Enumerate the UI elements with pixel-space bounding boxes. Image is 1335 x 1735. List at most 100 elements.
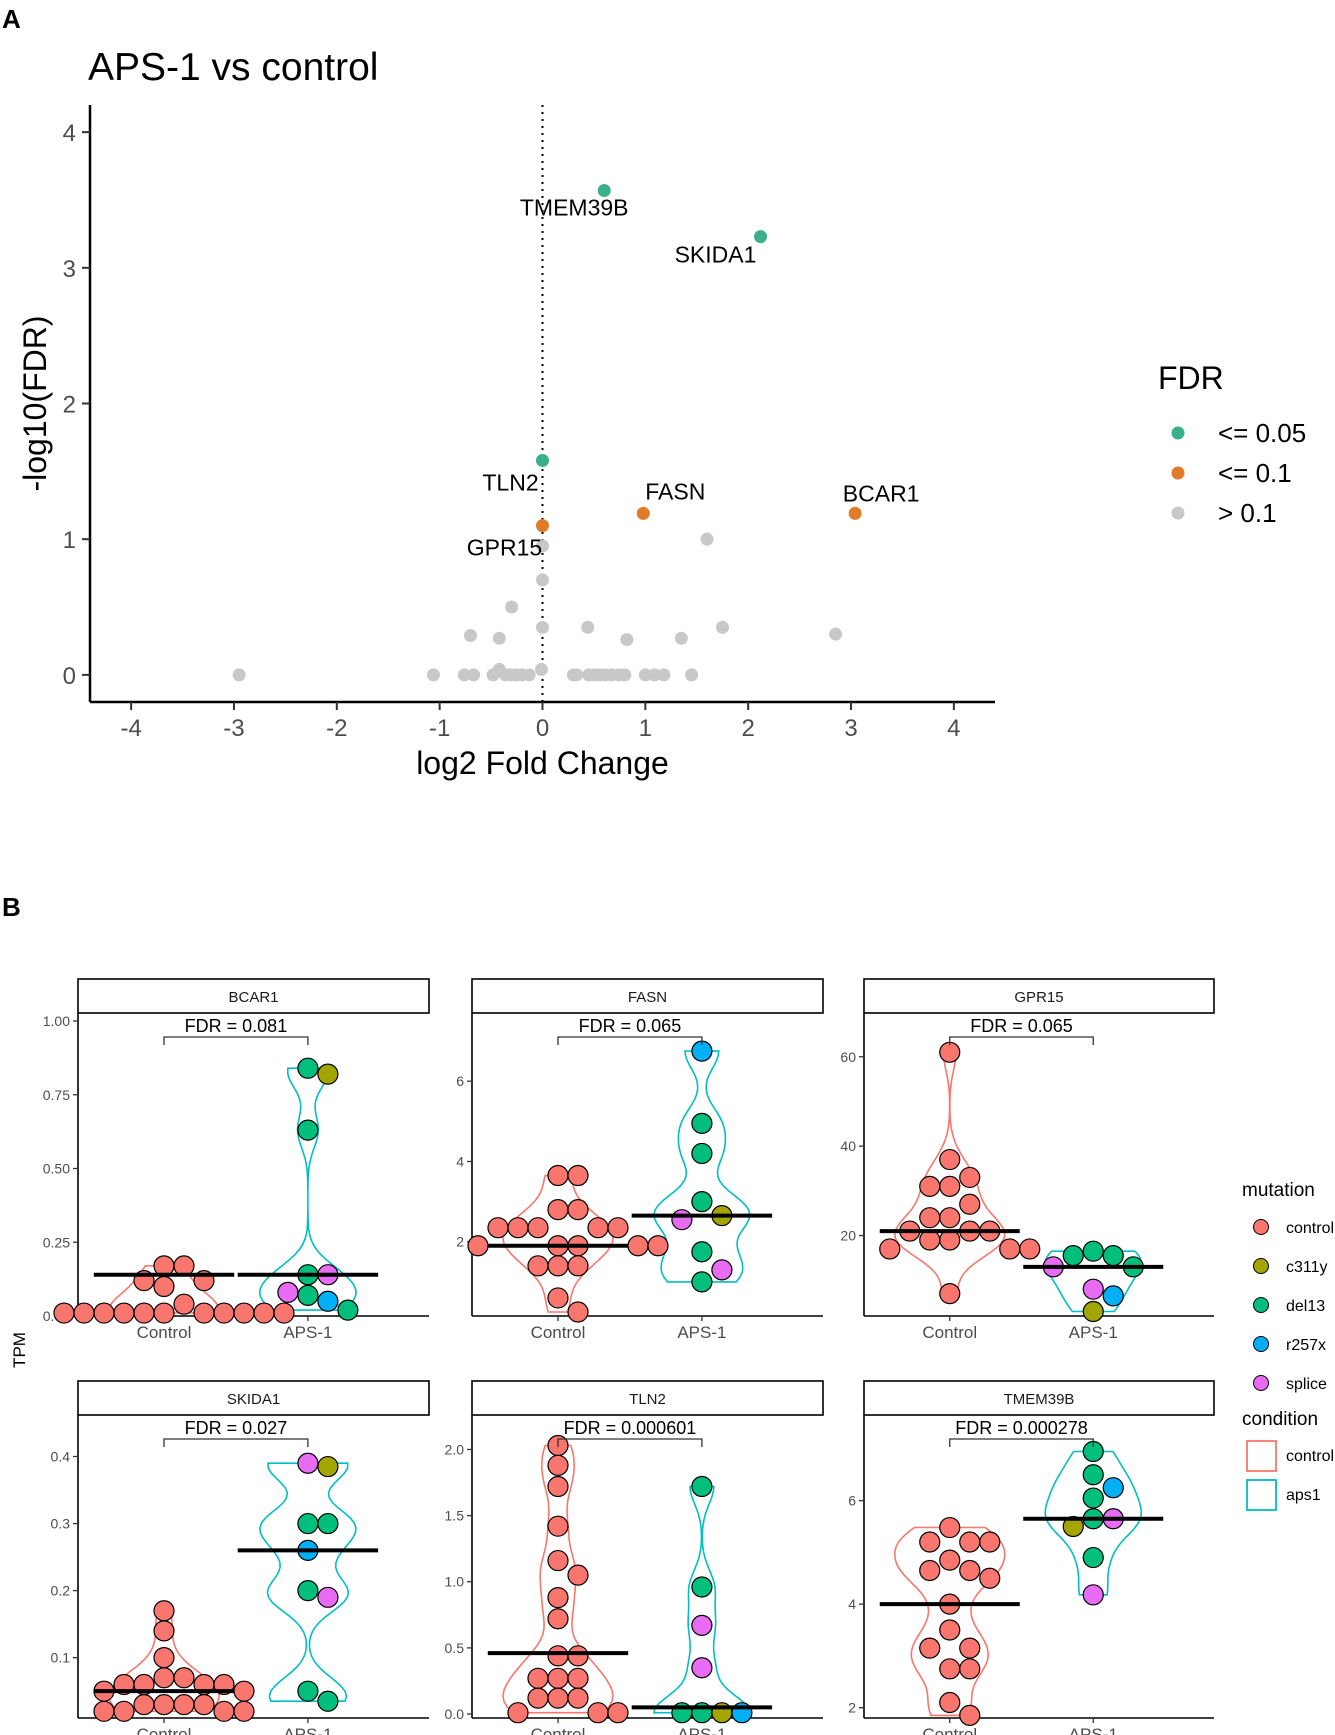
point-control bbox=[999, 1238, 1021, 1260]
point-control bbox=[153, 1302, 175, 1324]
fdr-annotation: FDR = 0.081 bbox=[185, 1016, 288, 1036]
fdr-legend-key bbox=[1171, 466, 1185, 480]
x-tick-label: APS-1 bbox=[283, 1323, 332, 1342]
point-control bbox=[213, 1302, 235, 1324]
y-tick-label: 60 bbox=[840, 1049, 856, 1065]
point-not-significant bbox=[700, 532, 714, 546]
point-del13 bbox=[1082, 1464, 1104, 1486]
point-control bbox=[939, 1549, 961, 1571]
mutation-legend-label: c311y bbox=[1286, 1259, 1328, 1276]
point-control bbox=[547, 1667, 569, 1689]
point-splice bbox=[1082, 1278, 1104, 1300]
point-label-skida1: SKIDA1 bbox=[675, 242, 757, 268]
y-tick-label: 0.50 bbox=[43, 1161, 70, 1177]
point-control bbox=[153, 1647, 175, 1669]
point-label-fasn: FASN bbox=[645, 478, 705, 504]
x-tick-label: APS-1 bbox=[283, 1725, 332, 1735]
point-control bbox=[233, 1680, 255, 1702]
point-splice bbox=[297, 1452, 319, 1474]
facet-strip bbox=[77, 978, 430, 1014]
y-tick-label: 0.5 bbox=[445, 1640, 465, 1656]
significance-bracket bbox=[949, 1438, 1094, 1447]
point-del13 bbox=[297, 1580, 319, 1602]
facet-strip bbox=[471, 978, 824, 1014]
x-tick-label: Control bbox=[922, 1725, 977, 1735]
fdr-annotation: FDR = 0.000601 bbox=[564, 1418, 697, 1438]
violin-aps1 bbox=[1044, 1450, 1143, 1596]
point-control bbox=[939, 1041, 961, 1063]
y-tick-label: 4 bbox=[456, 1153, 464, 1169]
fdr-legend-key bbox=[1171, 426, 1185, 440]
panel-skida1: SKIDA1 0.1 0.2 0.3 0.4 Control APS-1 FDR = 0.02… bbox=[51, 1380, 430, 1735]
point-control bbox=[959, 1704, 981, 1727]
point-del13 bbox=[317, 1512, 339, 1535]
point-control bbox=[587, 1217, 609, 1239]
y-tick-label: 4 bbox=[63, 120, 76, 147]
condition-legend-title: condition bbox=[1242, 1409, 1318, 1430]
mutation-legend-title: mutation bbox=[1242, 1180, 1315, 1201]
y-tick-label: 0.1 bbox=[51, 1650, 71, 1666]
point-control bbox=[607, 1702, 629, 1724]
point-control bbox=[567, 1687, 589, 1709]
violin-aps1 bbox=[653, 1050, 751, 1283]
point-not-significant bbox=[685, 668, 699, 682]
point-control bbox=[173, 1667, 195, 1689]
point-control bbox=[959, 1658, 981, 1680]
x-tick-label: Control bbox=[922, 1323, 977, 1342]
point-splice bbox=[317, 1586, 339, 1608]
mutation-legend-label: del13 bbox=[1286, 1298, 1325, 1315]
point-label-gpr15: GPR15 bbox=[467, 535, 542, 561]
point-splice bbox=[711, 1259, 733, 1281]
facet-title: SKIDA1 bbox=[227, 1391, 280, 1408]
point-del13 bbox=[691, 1191, 713, 1213]
point-control bbox=[527, 1255, 549, 1277]
point-control bbox=[153, 1693, 175, 1716]
panel-fasn: FASN 2 4 6 Control APS-1 FDR = 0.065 bbox=[456, 978, 824, 1342]
x-tick-label: APS-1 bbox=[677, 1323, 726, 1342]
x-tick-label: 2 bbox=[742, 715, 755, 742]
point-control bbox=[959, 1193, 981, 1215]
point-control bbox=[627, 1235, 649, 1257]
point-not-significant bbox=[492, 631, 506, 645]
point-not-significant bbox=[581, 620, 595, 634]
mutation-legend-key bbox=[1253, 1219, 1269, 1235]
point-control bbox=[93, 1700, 115, 1722]
facet-title: GPR15 bbox=[1014, 989, 1063, 1006]
y-tick-label: 0.0 bbox=[445, 1706, 465, 1722]
point-label-bcar1: BCAR1 bbox=[843, 480, 920, 506]
point-del13 bbox=[691, 1112, 713, 1134]
point-control bbox=[507, 1702, 529, 1724]
point-r257x bbox=[1102, 1285, 1124, 1307]
condition-legend-label: control bbox=[1286, 1448, 1334, 1465]
point-control bbox=[567, 1564, 589, 1586]
point-control bbox=[547, 1549, 569, 1572]
x-tick-label: 3 bbox=[844, 715, 857, 742]
point-control bbox=[193, 1693, 215, 1716]
point-control bbox=[153, 1620, 175, 1642]
point-del13 bbox=[297, 1057, 319, 1079]
y-tick-label: 2.0 bbox=[445, 1441, 465, 1457]
tpm-axis-label: TPM bbox=[10, 1332, 29, 1368]
point-control bbox=[979, 1531, 1001, 1553]
point-control bbox=[113, 1700, 135, 1722]
condition-legend-label: aps1 bbox=[1286, 1487, 1321, 1504]
point-del13 bbox=[1082, 1487, 1104, 1509]
point-control bbox=[467, 1235, 489, 1257]
point-control bbox=[547, 1587, 569, 1609]
point-not-significant bbox=[505, 600, 519, 614]
point-splice bbox=[277, 1281, 299, 1304]
y-axis-label: -log10(FDR) bbox=[17, 315, 53, 491]
point-control bbox=[939, 1658, 961, 1680]
facet-title: BCAR1 bbox=[228, 989, 278, 1006]
mutation-legend-key bbox=[1253, 1297, 1269, 1313]
y-tick-label: 0.3 bbox=[51, 1516, 71, 1532]
point-control bbox=[919, 1559, 941, 1582]
point-del13 bbox=[691, 1142, 713, 1165]
y-tick-label: 0.75 bbox=[43, 1087, 70, 1103]
y-tick-label: 0 bbox=[63, 663, 76, 690]
y-tick-label: 2 bbox=[456, 1234, 464, 1250]
point-control bbox=[939, 1175, 961, 1197]
point-control bbox=[567, 1645, 589, 1667]
point-control bbox=[567, 1301, 589, 1323]
point-control bbox=[959, 1559, 981, 1582]
